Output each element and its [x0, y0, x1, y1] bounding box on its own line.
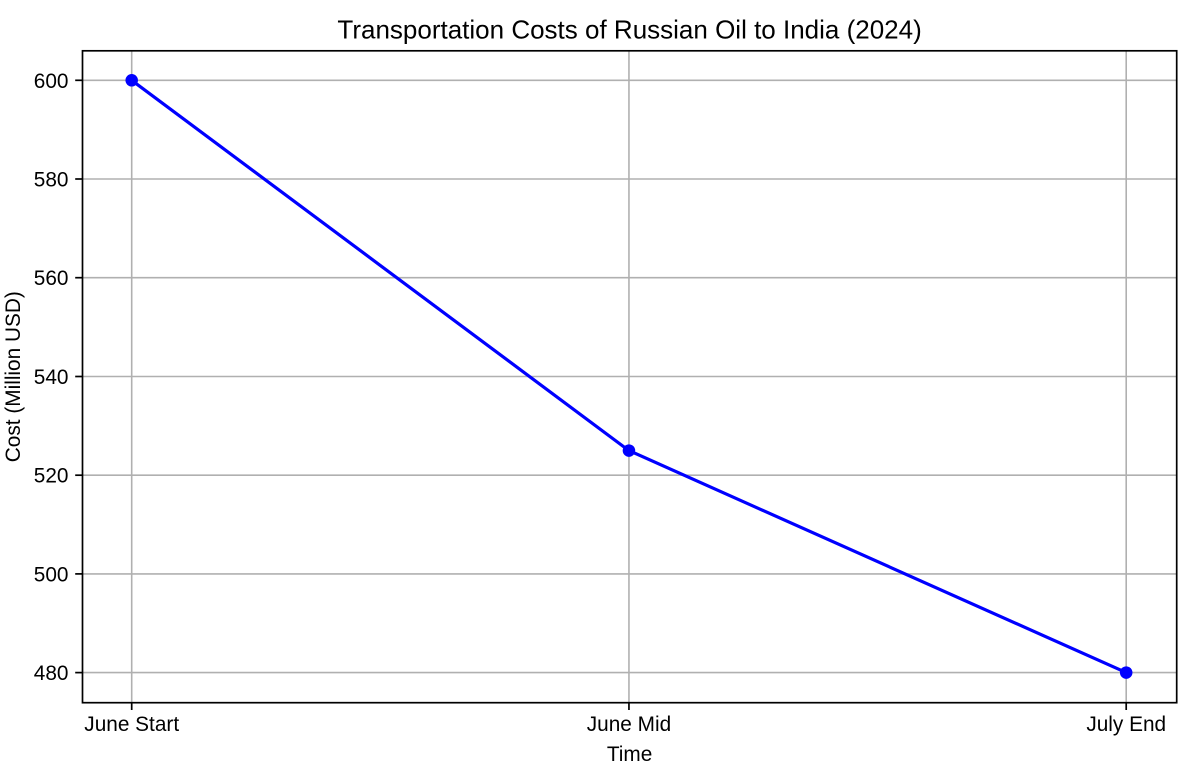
svg-text:480: 480 — [34, 662, 69, 685]
svg-text:540: 540 — [34, 366, 69, 389]
svg-text:June Start: June Start — [84, 713, 179, 736]
svg-text:Transportation Costs of Russia: Transportation Costs of Russian Oil to I… — [337, 15, 921, 45]
svg-text:520: 520 — [34, 465, 69, 488]
svg-text:500: 500 — [34, 563, 69, 586]
svg-text:Time: Time — [607, 743, 652, 766]
svg-text:580: 580 — [34, 169, 69, 192]
svg-text:600: 600 — [34, 70, 69, 93]
svg-text:June Mid: June Mid — [587, 713, 671, 736]
svg-text:560: 560 — [34, 267, 69, 290]
svg-text:July End: July End — [1086, 713, 1166, 736]
svg-text:Cost (Million USD): Cost (Million USD) — [2, 291, 25, 462]
